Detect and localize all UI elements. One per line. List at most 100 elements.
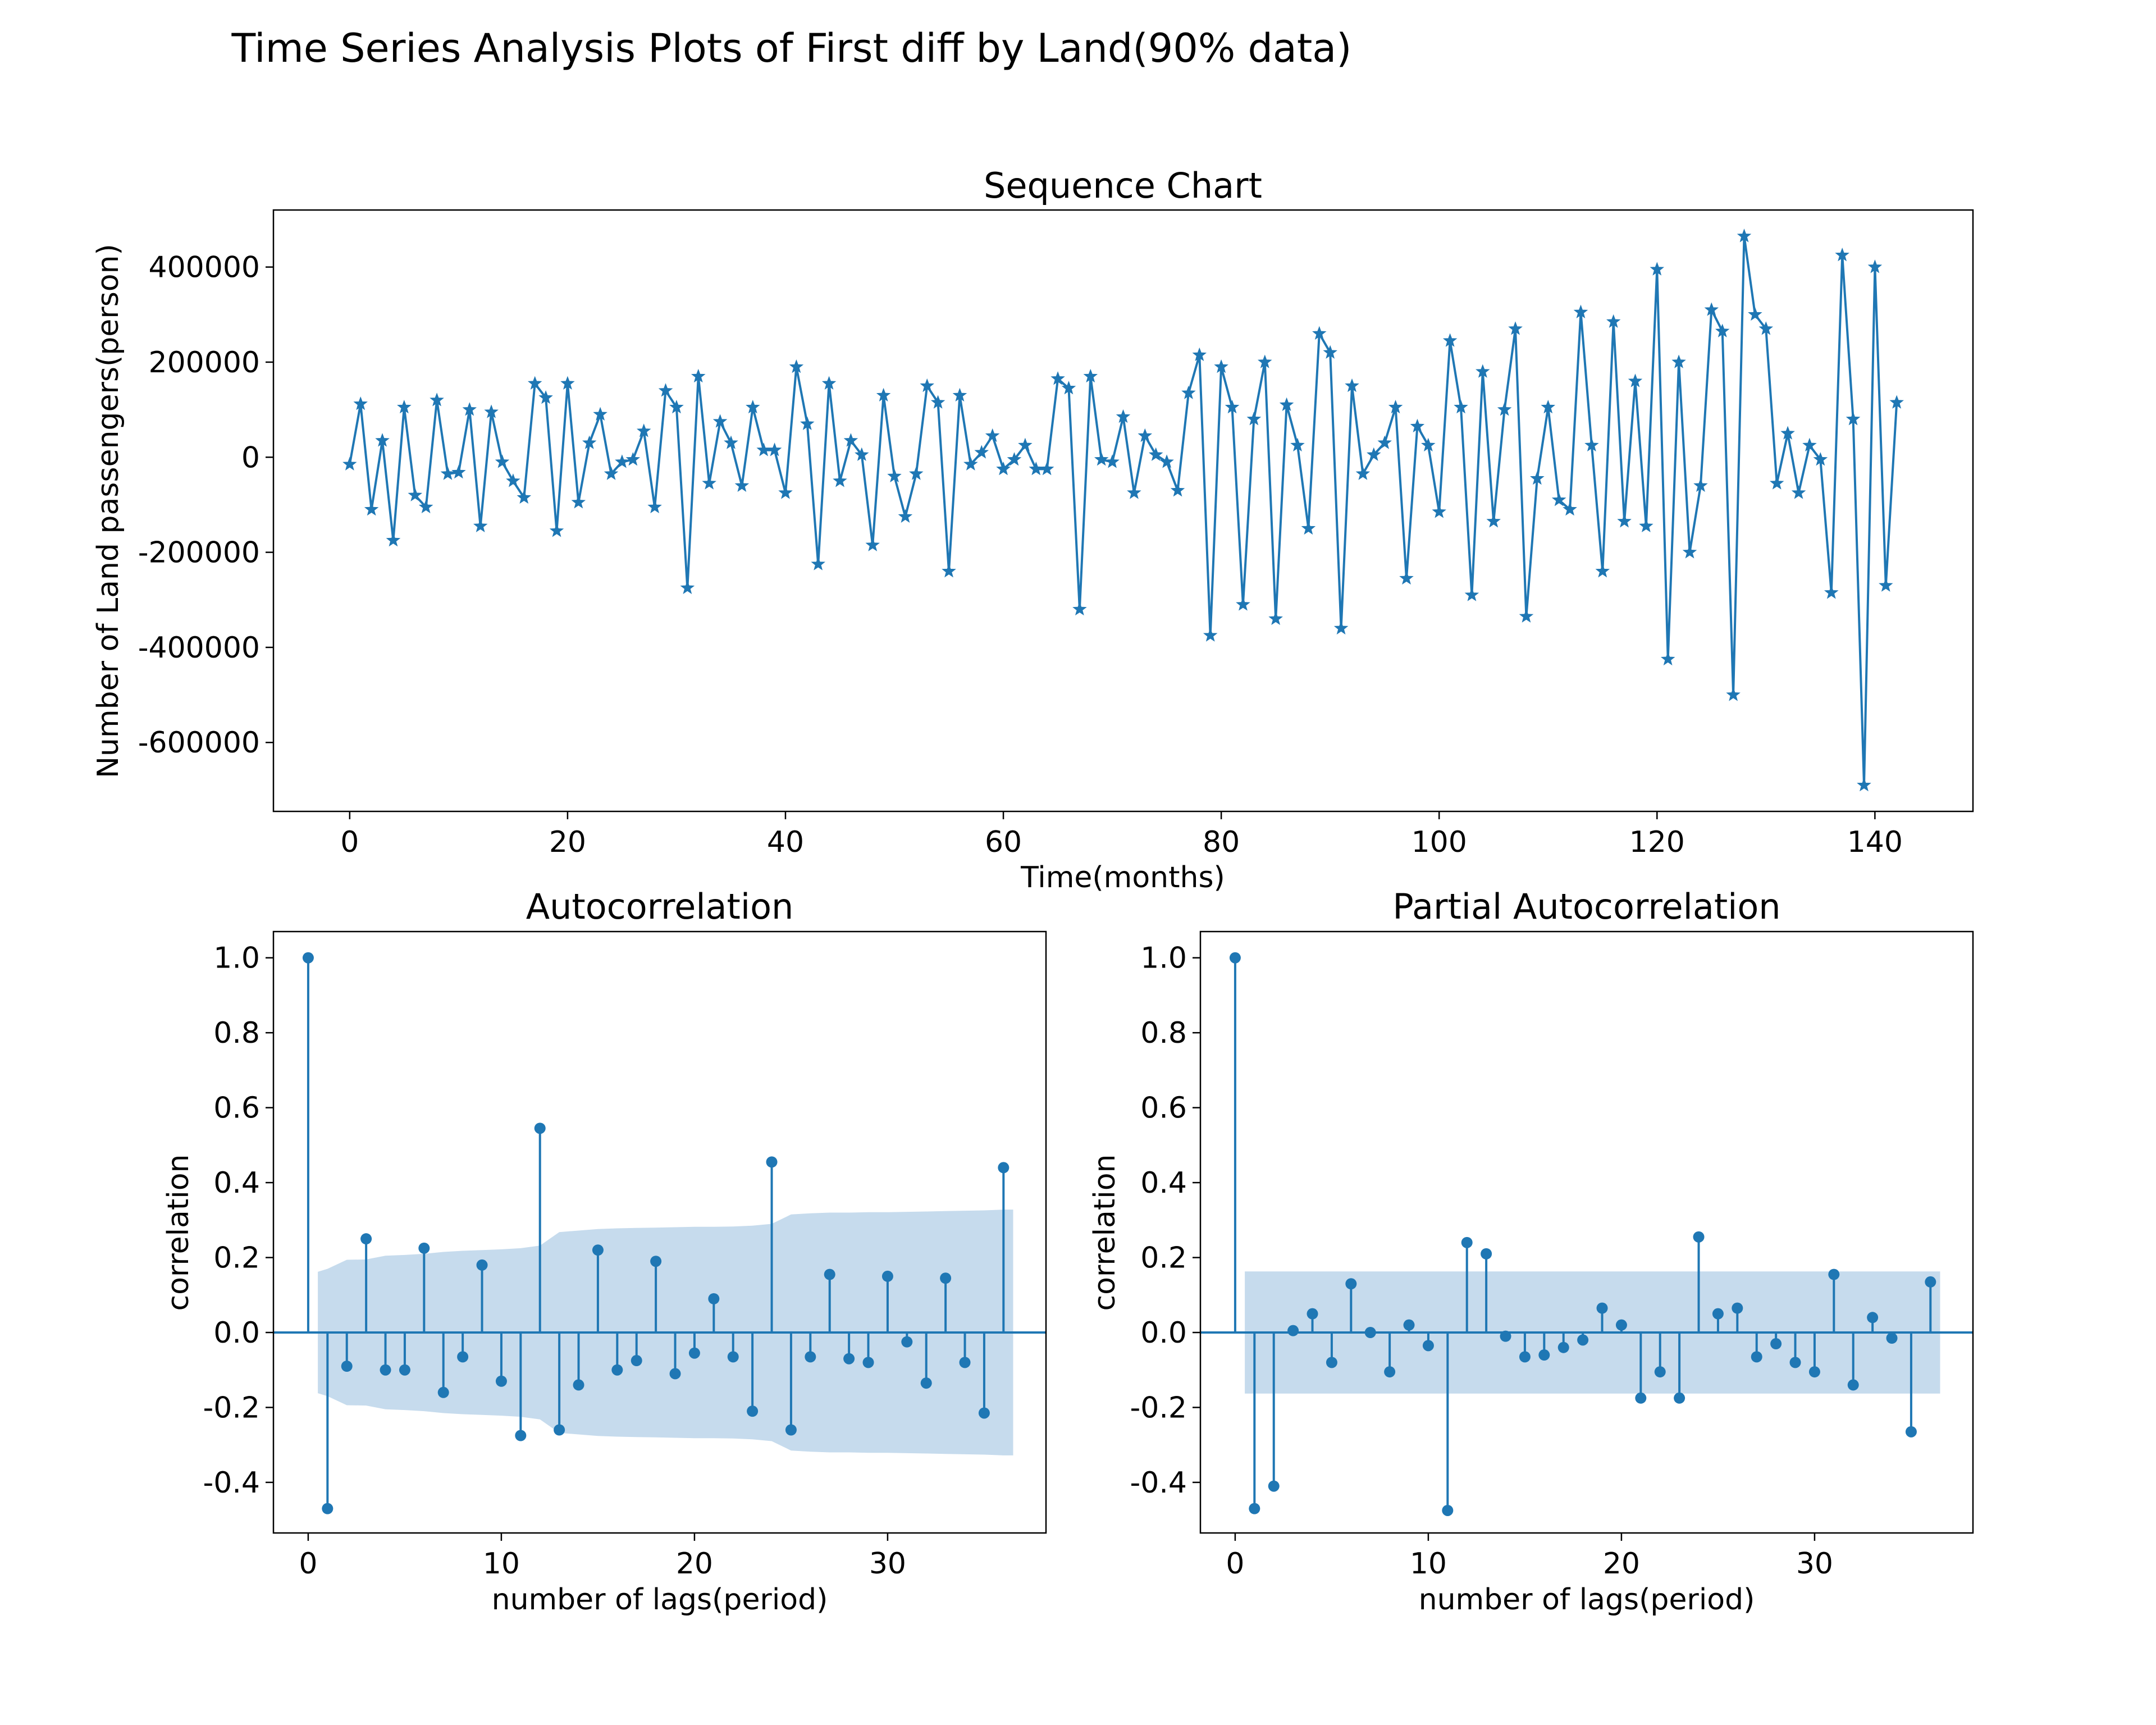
sequence-point-star	[1039, 461, 1054, 476]
sequence-point-star	[1530, 471, 1545, 485]
sequence-point-star	[1192, 347, 1207, 362]
acf-stem-marker	[495, 1375, 507, 1387]
acf-stem-marker	[592, 1244, 604, 1256]
acf-chart: 0 10 20 30 1.0 0.8 0.6 0.4 0.2 0.0 -0.2 -0.4 Autoc…	[162, 886, 1047, 1617]
pacf-y-tick-label: 0.8	[1140, 1016, 1187, 1050]
sequence-point-star	[1660, 651, 1675, 665]
sequence-point-star	[1236, 597, 1250, 611]
acf-stem-marker	[341, 1361, 353, 1372]
acf-stem-marker	[998, 1162, 1010, 1174]
sequence-point-star	[1879, 578, 1893, 592]
pacf-stem-marker	[1674, 1392, 1685, 1404]
sequence-chart-y-tick-label: -200000	[138, 536, 260, 570]
sequence-point-star	[506, 473, 520, 487]
sequence-point-star	[1268, 611, 1283, 625]
acf-stem-marker	[747, 1405, 759, 1417]
pacf-stem-marker	[1596, 1302, 1608, 1314]
sequence-point-star	[920, 378, 934, 393]
sequence-point-star	[1726, 687, 1741, 701]
sequence-point-star	[1442, 333, 1458, 347]
pacf-stem-marker	[1808, 1366, 1820, 1378]
sequence-chart-x-ticks: 0 20 40 60 80 100 120 140	[340, 811, 1903, 859]
pacf-stem-marker	[1925, 1276, 1936, 1288]
pacf-chart-frame	[1199, 930, 1974, 1534]
acf-y-tick-label: 1.0	[213, 942, 260, 975]
pacf-stem-marker	[1422, 1340, 1434, 1352]
sequence-point-star	[1573, 304, 1588, 318]
sequence-point-star	[930, 395, 945, 409]
sequence-point-star	[636, 423, 651, 437]
pacf-stem-marker	[1461, 1236, 1473, 1248]
sequence-point-star	[658, 383, 673, 397]
sequence-point-star	[397, 399, 412, 414]
sequence-point-star	[1279, 397, 1294, 411]
sequence-chart: 0 20 40 60 80 100 120 140 400000 200000 0 -200000 -…	[92, 165, 1974, 895]
sequence-chart-x-tick-label: 120	[1629, 825, 1685, 859]
acf-stem-marker	[554, 1424, 565, 1436]
sequence-point-star	[571, 495, 586, 509]
sequence-point-star	[1083, 368, 1098, 383]
sequence-point-star	[1802, 437, 1817, 451]
pacf-stem-marker	[1693, 1231, 1705, 1243]
sequence-point-star	[593, 407, 607, 421]
pacf-stem-marker	[1635, 1392, 1647, 1404]
sequence-point-star	[582, 435, 597, 449]
pacf-stem-marker	[1770, 1338, 1782, 1350]
sequence-chart-x-tick-label: 0	[340, 825, 359, 859]
sequence-point-star	[1519, 609, 1534, 623]
sequence-point-star	[408, 487, 423, 501]
sequence-point-star	[1617, 514, 1632, 528]
sequence-point-star	[1181, 385, 1196, 399]
sequence-point-star	[985, 428, 1000, 442]
sequence-point-star	[1551, 492, 1566, 506]
acf-stem-marker	[573, 1379, 584, 1391]
sequence-point-star	[1867, 259, 1883, 273]
sequence-point-star	[680, 580, 695, 594]
sequence-point-star	[691, 368, 706, 383]
sequence-point-star	[1399, 571, 1414, 585]
acf-y-tick-label: 0.6	[213, 1092, 260, 1125]
acf-stem-marker	[978, 1407, 990, 1419]
sequence-point-star	[855, 447, 869, 461]
acf-stem-marker	[881, 1270, 893, 1282]
sequence-point-star	[1497, 402, 1512, 416]
acf-ylabel: correlation	[162, 1154, 195, 1311]
sequence-point-star	[1758, 321, 1774, 335]
sequence-point-star	[833, 473, 847, 487]
sequence-point-star	[1388, 399, 1403, 414]
acf-stem-marker	[650, 1256, 662, 1267]
sequence-point-star	[1748, 307, 1762, 321]
acf-y-tick-label: -0.2	[203, 1391, 260, 1425]
sequence-point-star	[1791, 485, 1806, 499]
sequence-point-star	[1214, 359, 1228, 373]
sequence-point-star	[1410, 418, 1425, 433]
sequence-point-star	[1094, 452, 1109, 466]
acf-stems	[273, 952, 1046, 1514]
sequence-point-star	[1072, 601, 1087, 616]
acf-y-tick-label: 0.2	[213, 1242, 260, 1275]
sequence-chart-title: Sequence Chart	[984, 165, 1262, 206]
acf-stem-marker	[959, 1357, 971, 1368]
sequence-point-star	[712, 414, 728, 428]
pacf-stem-marker	[1557, 1341, 1569, 1353]
acf-y-tick-label: 0.4	[213, 1166, 260, 1200]
pacf-x-ticks: 0 10 20 30	[1226, 1533, 1833, 1581]
sequence-chart-x-tick-label: 100	[1412, 825, 1467, 859]
sequence-point-star	[1377, 435, 1392, 449]
sequence-point-star	[1007, 452, 1022, 466]
acf-stem-marker	[457, 1351, 469, 1363]
sequence-point-star	[1257, 354, 1272, 368]
sequence-chart-ylabel: Number of Land passengers(person)	[92, 244, 125, 778]
acf-x-ticks: 0 10 20 30	[299, 1533, 906, 1581]
sequence-point-star	[1116, 409, 1131, 423]
pacf-chart: 0 10 20 30 1.0 0.8 0.6 0.4 0.2 0.0 -0.2 -0.4 Parti…	[1088, 886, 1974, 1617]
pacf-stem-marker	[1789, 1357, 1801, 1368]
sequence-chart-y-tick-label: -400000	[138, 631, 260, 665]
sequence-chart-frame	[272, 209, 1974, 813]
acf-stem-marker	[476, 1259, 488, 1271]
acf-x-tick-label: 20	[676, 1547, 713, 1581]
acf-x-tick-label: 10	[483, 1547, 520, 1581]
sequence-point-star	[375, 433, 390, 447]
sequence-point-star	[952, 387, 967, 402]
